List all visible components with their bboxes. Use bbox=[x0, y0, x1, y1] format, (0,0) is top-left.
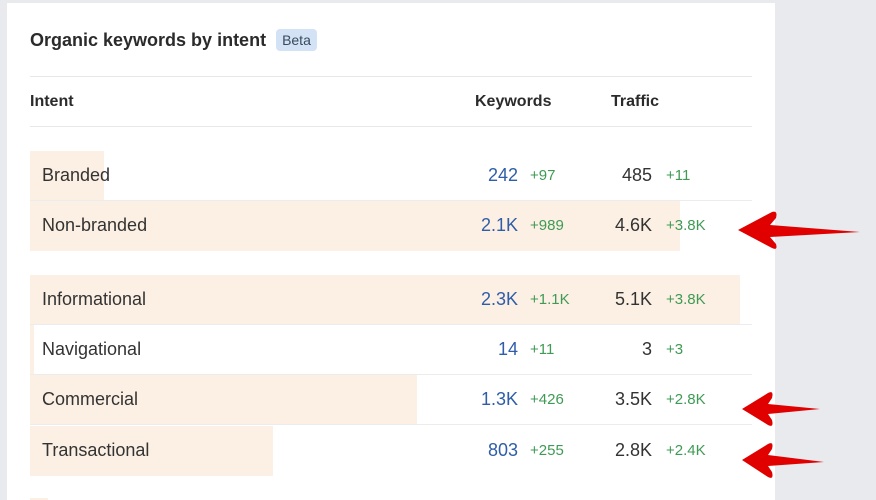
row-divider bbox=[30, 324, 752, 325]
annotation-arrow-icon bbox=[742, 443, 824, 478]
header-divider bbox=[30, 76, 752, 77]
column-header-traffic[interactable]: Traffic bbox=[611, 93, 660, 110]
row-divider bbox=[30, 374, 752, 375]
column-header-divider bbox=[30, 126, 752, 127]
share-bar bbox=[30, 325, 34, 375]
keywords-value[interactable]: 2.1K bbox=[480, 215, 518, 235]
intent-label: Navigational bbox=[42, 339, 142, 359]
beta-badge: Beta bbox=[276, 29, 317, 51]
traffic-value: 5.1K bbox=[614, 289, 652, 309]
traffic-delta: +2.8K bbox=[666, 391, 706, 408]
intent-label: Commercial bbox=[42, 389, 139, 409]
traffic-delta: +3 bbox=[666, 341, 684, 358]
traffic-value: 3 bbox=[641, 339, 652, 359]
organic-keywords-by-intent-card: Organic keywords by intent Beta Intent K… bbox=[7, 3, 775, 500]
annotation-arrow-icon bbox=[742, 392, 820, 426]
share-bar bbox=[30, 275, 740, 325]
share-bar bbox=[30, 201, 680, 251]
keywords-delta: +426 bbox=[530, 391, 564, 408]
table-row-commercial[interactable]: Commercial 1.3K +426 3.5K +2.8K bbox=[30, 375, 752, 425]
keywords-delta: +11 bbox=[530, 341, 555, 358]
keywords-value[interactable]: 803 bbox=[487, 440, 518, 460]
keywords-value[interactable]: 14 bbox=[497, 339, 518, 359]
keywords-delta: +97 bbox=[530, 167, 556, 184]
keywords-delta: +1.1K bbox=[530, 291, 570, 308]
intent-label: Non-branded bbox=[42, 215, 148, 235]
intent-label: Informational bbox=[42, 289, 147, 309]
table-row-informational[interactable]: Informational 2.3K +1.1K 5.1K +3.8K bbox=[30, 275, 752, 325]
traffic-value: 4.6K bbox=[614, 215, 652, 235]
keywords-delta: +989 bbox=[530, 217, 564, 234]
widget-header: Organic keywords by intent Beta bbox=[30, 29, 317, 51]
keywords-value[interactable]: 1.3K bbox=[480, 389, 518, 409]
traffic-value: 485 bbox=[621, 165, 652, 185]
keywords-value[interactable]: 2.3K bbox=[480, 289, 518, 309]
share-bar bbox=[30, 151, 104, 201]
row-divider bbox=[30, 200, 752, 201]
traffic-delta: +3.8K bbox=[666, 217, 706, 234]
traffic-value: 2.8K bbox=[614, 440, 652, 460]
traffic-delta: +3.8K bbox=[666, 291, 706, 308]
table-row-branded[interactable]: Branded 242 +97 485 +11 bbox=[30, 151, 752, 201]
table-row-transactional[interactable]: Transactional 803 +255 2.8K +2.4K bbox=[30, 426, 752, 476]
share-bar bbox=[30, 375, 417, 425]
column-header-keywords[interactable]: Keywords bbox=[475, 93, 552, 110]
traffic-delta: +2.4K bbox=[666, 442, 706, 459]
share-bar bbox=[30, 426, 273, 476]
intent-label: Branded bbox=[42, 165, 111, 185]
widget-title: Organic keywords by intent bbox=[30, 29, 267, 50]
legend-swatch bbox=[30, 498, 48, 500]
annotation-arrow-icon bbox=[738, 211, 860, 249]
column-header-intent[interactable]: Intent bbox=[30, 93, 74, 110]
keywords-delta: +255 bbox=[530, 442, 564, 459]
row-divider bbox=[30, 424, 752, 425]
traffic-delta: +11 bbox=[666, 167, 691, 184]
intent-label: Transactional bbox=[42, 440, 150, 460]
table-row-non-branded[interactable]: Non-branded 2.1K +989 4.6K +3.8K bbox=[30, 201, 752, 251]
table-row-navigational[interactable]: Navigational 14 +11 3 +3 bbox=[30, 325, 752, 375]
keywords-value[interactable]: 242 bbox=[487, 165, 518, 185]
traffic-value: 3.5K bbox=[614, 389, 652, 409]
